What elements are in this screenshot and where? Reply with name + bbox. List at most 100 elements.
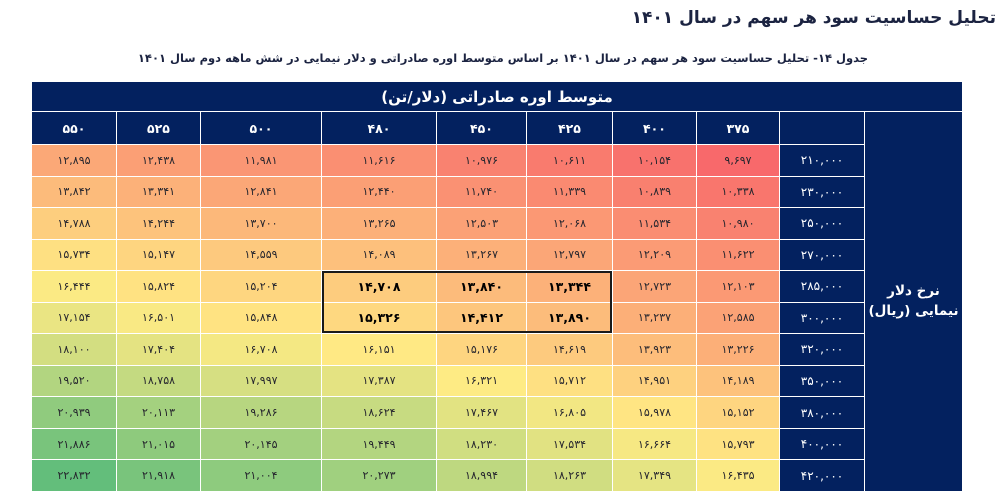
heatmap-cell: ۱۴,۲۴۴ xyxy=(117,208,200,239)
heatmap-cell: ۱۶,۱۵۱ xyxy=(322,334,436,365)
heatmap-cell: ۱۱,۶۱۶ xyxy=(322,145,436,176)
heatmap-cell: ۲۱,۰۰۴ xyxy=(201,460,321,491)
heatmap-cell: ۱۶,۷۰۸ xyxy=(201,334,321,365)
corner-cell xyxy=(780,112,864,144)
heatmap-cell: ۱۴,۰۸۹ xyxy=(322,239,436,271)
heatmap-cell: ۱۳,۹۲۳ xyxy=(613,334,696,365)
column-header-cell: ۵۵۰ xyxy=(32,112,116,144)
row-label-cell: ۴۰۰,۰۰۰ xyxy=(780,428,864,460)
heatmap-cell: ۱۰,۹۷۶ xyxy=(437,145,526,176)
row-label-cell: ۲۳۰,۰۰۰ xyxy=(780,176,864,208)
page-subtitle: جدول ۱۴- تحلیل حساسیت سود هر سهم در سال … xyxy=(137,51,869,65)
heatmap-cell: ۱۴,۴۱۲ xyxy=(437,302,526,334)
column-header-cell: ۳۷۵ xyxy=(697,112,779,144)
heatmap-cell: ۱۵,۷۹۳ xyxy=(697,428,779,460)
heatmap-cell: ۱۲,۲۰۹ xyxy=(613,239,696,271)
column-header-cell: ۴۸۰ xyxy=(322,112,436,144)
heatmap-cell: ۱۲,۴۴۰ xyxy=(322,176,436,208)
heatmap-cell: ۱۶,۴۴۴ xyxy=(32,271,116,302)
heatmap-cell: ۱۳,۲۶۷ xyxy=(437,239,526,271)
heatmap-cell: ۱۷,۳۸۷ xyxy=(322,365,436,397)
heatmap-cell: ۱۳,۳۴۴ xyxy=(527,271,612,302)
heatmap-cell: ۱۲,۷۲۳ xyxy=(613,271,696,302)
heatmap-cell: ۱۵,۹۷۸ xyxy=(613,397,696,428)
heatmap-cell: ۱۲,۴۳۸ xyxy=(117,145,200,176)
heatmap-cell: ۱۸,۷۵۸ xyxy=(117,365,200,397)
heatmap-cell: ۲۰,۱۴۵ xyxy=(201,428,321,460)
heatmap-cell: ۱۳,۲۶۵ xyxy=(322,208,436,239)
heatmap-cell: ۱۷,۵۳۴ xyxy=(527,428,612,460)
heatmap-cell: ۱۱,۷۴۰ xyxy=(437,176,526,208)
heatmap-cell: ۲۰,۲۷۳ xyxy=(322,460,436,491)
heatmap-cell: ۱۳,۷۰۰ xyxy=(201,208,321,239)
heatmap-cell: ۱۳,۳۴۱ xyxy=(117,176,200,208)
heatmap-cell: ۲۱,۸۸۶ xyxy=(32,428,116,460)
heatmap-cell: ۱۰,۳۳۸ xyxy=(697,176,779,208)
heatmap-cell: ۱۷,۳۴۹ xyxy=(613,460,696,491)
heatmap-cell: ۱۵,۱۵۲ xyxy=(697,397,779,428)
heatmap-cell: ۱۸,۲۳۰ xyxy=(437,428,526,460)
heatmap-cell: ۲۰,۹۳۹ xyxy=(32,397,116,428)
y-axis-title-cell: نرخ دلار نیمایی (ریال) xyxy=(865,112,962,491)
heatmap-cell: ۱۲,۸۹۵ xyxy=(32,145,116,176)
heatmap-table: متوسط اوره صادراتی (دلار/تن) نرخ دلار نیما… xyxy=(32,82,962,491)
heatmap-cell: ۱۷,۴۶۷ xyxy=(437,397,526,428)
heatmap-cell: ۱۲,۷۹۷ xyxy=(527,239,612,271)
heatmap-cell: ۱۰,۹۸۰ xyxy=(697,208,779,239)
row-label-cell: ۲۵۰,۰۰۰ xyxy=(780,208,864,239)
row-label-cell: ۲۸۵,۰۰۰ xyxy=(780,271,864,302)
heatmap-cell: ۱۴,۱۸۹ xyxy=(697,365,779,397)
heatmap-cell: ۱۴,۵۵۹ xyxy=(201,239,321,271)
column-header-cell: ۴۲۵ xyxy=(527,112,612,144)
heatmap-cell: ۱۳,۸۹۰ xyxy=(527,302,612,334)
heatmap-cell: ۱۱,۳۳۹ xyxy=(527,176,612,208)
heatmap-cell: ۱۱,۹۸۱ xyxy=(201,145,321,176)
heatmap-cell: ۱۷,۴۰۴ xyxy=(117,334,200,365)
heatmap-cell: ۱۱,۵۳۴ xyxy=(613,208,696,239)
heatmap-cell: ۱۸,۲۶۳ xyxy=(527,460,612,491)
heatmap-cell: ۱۷,۱۵۴ xyxy=(32,302,116,334)
heatmap-cell: ۱۵,۲۰۴ xyxy=(201,271,321,302)
y-axis-title-line: نیمایی (ریال) xyxy=(868,303,959,320)
row-label-cell: ۳۲۰,۰۰۰ xyxy=(780,334,864,365)
row-label-cell: ۳۸۰,۰۰۰ xyxy=(780,397,864,428)
heatmap-cell: ۱۶,۵۰۱ xyxy=(117,302,200,334)
table-header-band: متوسط اوره صادراتی (دلار/تن) xyxy=(32,82,962,111)
row-label-cell: ۲۱۰,۰۰۰ xyxy=(780,145,864,176)
heatmap-cell: ۱۴,۹۵۱ xyxy=(613,365,696,397)
heatmap-cell: ۱۲,۵۸۵ xyxy=(697,302,779,334)
y-axis-title-line: نرخ دلار xyxy=(887,282,940,299)
heatmap-cell: ۱۶,۴۳۵ xyxy=(697,460,779,491)
heatmap-cell: ۱۹,۴۴۹ xyxy=(322,428,436,460)
heatmap-cell: ۱۰,۶۱۱ xyxy=(527,145,612,176)
heatmap-cell: ۱۶,۳۲۱ xyxy=(437,365,526,397)
heatmap-cell: ۱۴,۷۰۸ xyxy=(322,271,436,302)
heatmap-cell: ۱۵,۷۱۲ xyxy=(527,365,612,397)
heatmap-cell: ۱۵,۳۲۶ xyxy=(322,302,436,334)
page-title: تحلیل حساسیت سود هر سهم در سال ۱۴۰۱ xyxy=(631,8,996,28)
heatmap-cell: ۱۰,۸۳۹ xyxy=(613,176,696,208)
heatmap-cell: ۱۸,۱۰۰ xyxy=(32,334,116,365)
heatmap-cell: ۱۵,۱۴۷ xyxy=(117,239,200,271)
heatmap-cell: ۲۱,۰۱۵ xyxy=(117,428,200,460)
heatmap-cell: ۱۲,۰۶۸ xyxy=(527,208,612,239)
row-label-cell: ۲۷۰,۰۰۰ xyxy=(780,239,864,271)
heatmap-cell: ۱۴,۶۱۹ xyxy=(527,334,612,365)
row-label-cell: ۳۰۰,۰۰۰ xyxy=(780,302,864,334)
heatmap-cell: ۱۲,۵۰۳ xyxy=(437,208,526,239)
heatmap-cell: ۱۵,۷۳۴ xyxy=(32,239,116,271)
heatmap-cell: ۱۶,۸۰۵ xyxy=(527,397,612,428)
heatmap-cell: ۱۸,۶۲۴ xyxy=(322,397,436,428)
heatmap-cell: ۱۴,۷۸۸ xyxy=(32,208,116,239)
heatmap-cell: ۲۱,۹۱۸ xyxy=(117,460,200,491)
heatmap-cell: ۱۳,۸۴۰ xyxy=(437,271,526,302)
heatmap-cell: ۱۵,۱۷۶ xyxy=(437,334,526,365)
heatmap-cell: ۱۳,۲۳۷ xyxy=(613,302,696,334)
heatmap-cell: ۱۷,۹۹۷ xyxy=(201,365,321,397)
column-header-cell: ۵۰۰ xyxy=(201,112,321,144)
heatmap-cell: ۱۸,۹۹۴ xyxy=(437,460,526,491)
heatmap-cell: ۲۰,۱۱۳ xyxy=(117,397,200,428)
heatmap-cell: ۱۹,۲۸۶ xyxy=(201,397,321,428)
heatmap-cell: ۱۳,۸۴۲ xyxy=(32,176,116,208)
